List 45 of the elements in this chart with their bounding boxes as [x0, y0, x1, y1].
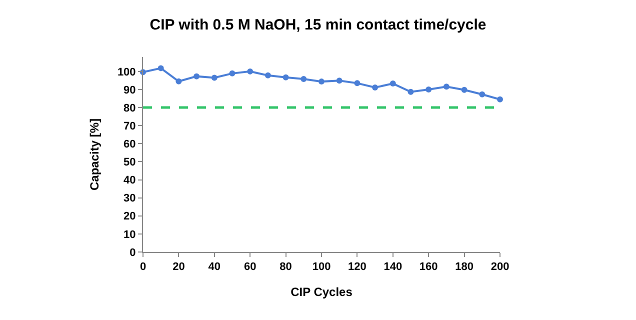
x-tick-label: 140 — [384, 261, 402, 274]
point — [194, 73, 200, 80]
x-tick-label: 120 — [348, 261, 366, 274]
point — [461, 86, 468, 93]
point — [229, 70, 236, 76]
x-tick-label: 0 — [140, 261, 146, 274]
x-tick-label: 80 — [280, 261, 292, 274]
point — [300, 76, 307, 82]
point — [390, 80, 396, 87]
point — [264, 72, 271, 78]
y-tick-label: 100 — [117, 66, 136, 78]
y-tick-label: 50 — [124, 156, 136, 169]
point — [211, 74, 218, 81]
x-tick-label: 180 — [455, 261, 474, 274]
y-tick-label: 60 — [124, 138, 136, 151]
point — [497, 96, 503, 102]
y-tick-label: 40 — [124, 174, 136, 187]
x-tick-label: 20 — [172, 261, 185, 274]
point — [372, 84, 378, 91]
x-tick-label: 100 — [312, 261, 331, 274]
point — [247, 68, 254, 74]
y-tick-label: 70 — [124, 120, 136, 132]
point — [479, 91, 486, 98]
y-axis-title: Capacity [%] — [88, 118, 102, 191]
x-tick-label: 200 — [490, 261, 510, 274]
point — [443, 84, 450, 90]
chart-title: CIP with 0.5 M NaOH, 15 min contact time/cycle — [150, 16, 486, 34]
point — [336, 78, 342, 84]
x-tick-label: 160 — [419, 261, 438, 274]
y-tick-label: 20 — [124, 210, 136, 223]
x-tick-label: 40 — [208, 261, 221, 274]
y-tick-label: 90 — [124, 84, 136, 96]
point — [318, 78, 324, 85]
x-tick-label: 60 — [244, 261, 256, 274]
point — [158, 65, 164, 72]
y-tick-label: 30 — [124, 192, 136, 205]
point — [282, 74, 289, 80]
y-tick-label: 10 — [124, 228, 136, 241]
point — [176, 78, 182, 84]
point — [426, 86, 432, 92]
point — [408, 88, 414, 95]
x-axis-title: CIP Cycles — [290, 285, 353, 300]
y-tick-label: 0 — [130, 246, 136, 259]
y-tick-label: 80 — [124, 102, 136, 114]
point — [354, 80, 360, 86]
